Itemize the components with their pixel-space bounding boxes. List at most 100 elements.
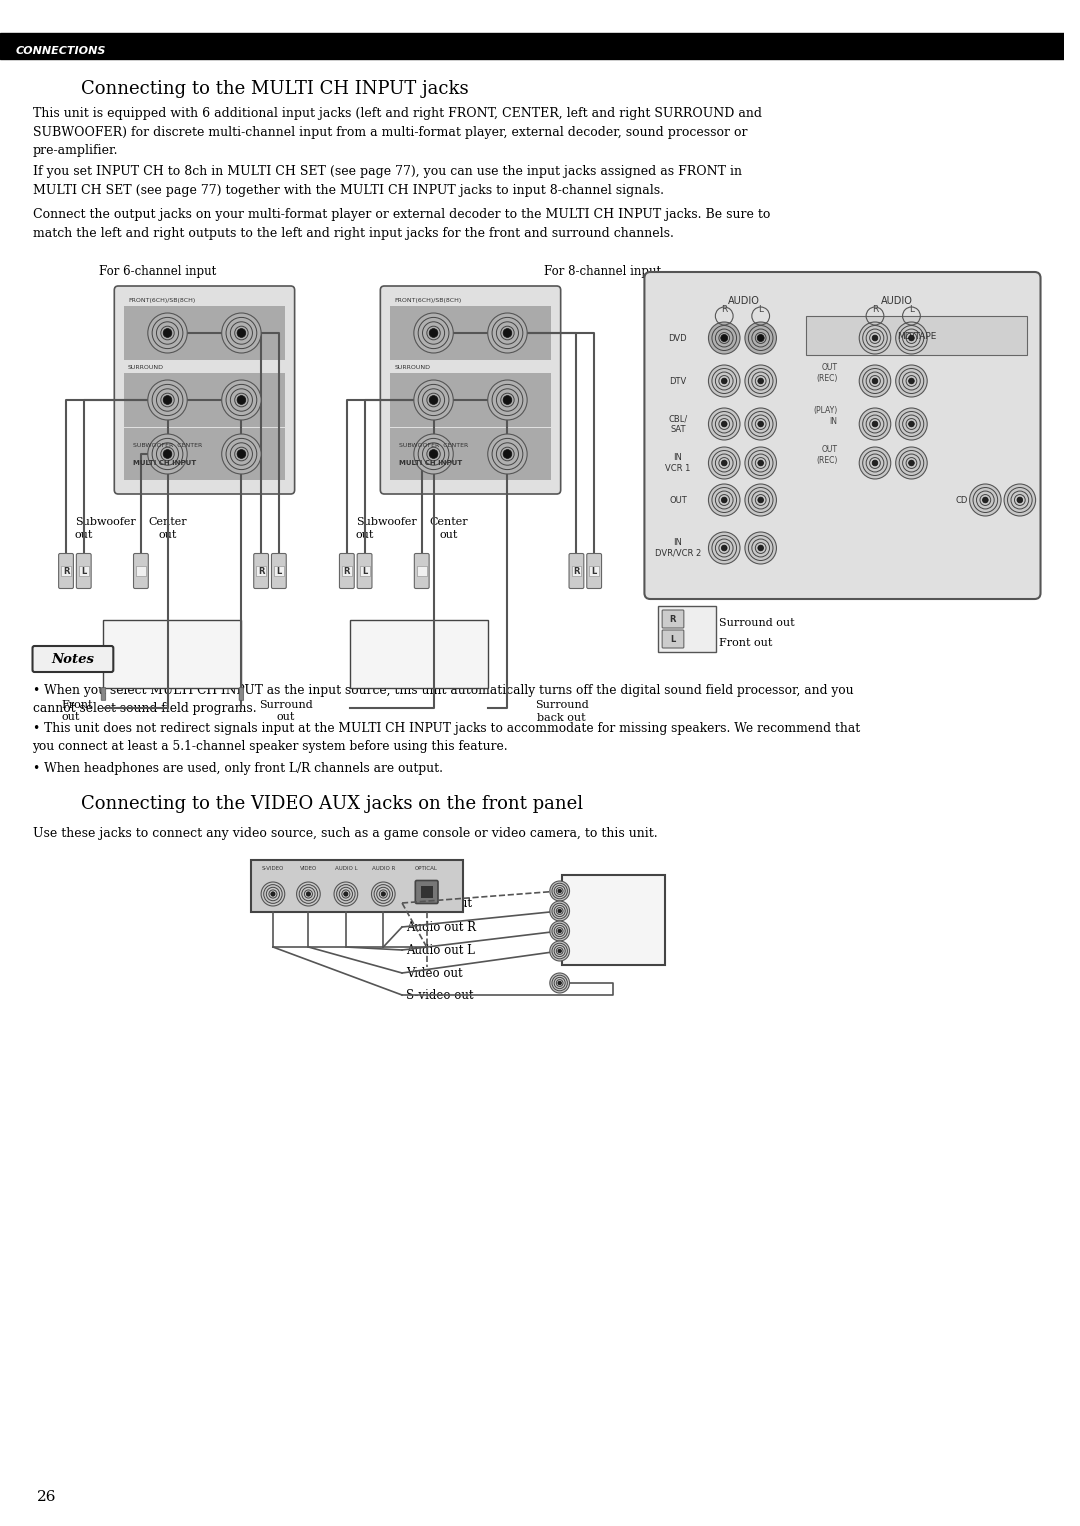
FancyBboxPatch shape	[77, 554, 91, 589]
Text: L: L	[592, 566, 597, 575]
Bar	[571, 566, 581, 575]
Circle shape	[558, 890, 562, 893]
Text: Use these jacks to connect any video source, such as a game console or video cam: Use these jacks to connect any video sou…	[32, 827, 657, 839]
Text: CD: CD	[956, 496, 968, 505]
Text: Game
console or
video camera: Game console or video camera	[572, 896, 653, 945]
Text: Video out: Video out	[406, 966, 462, 980]
Circle shape	[558, 909, 562, 913]
Circle shape	[908, 378, 915, 385]
Circle shape	[708, 407, 740, 439]
FancyBboxPatch shape	[252, 861, 463, 913]
Text: Center
out: Center out	[148, 517, 187, 540]
Circle shape	[758, 461, 764, 465]
Circle shape	[372, 882, 395, 906]
Text: FRONT(6CH)/SB(8CH): FRONT(6CH)/SB(8CH)	[129, 298, 195, 304]
Circle shape	[1004, 484, 1036, 516]
FancyBboxPatch shape	[380, 285, 561, 494]
Text: R: R	[573, 566, 580, 575]
Circle shape	[758, 545, 764, 551]
Text: This unit is equipped with 6 additional input jacks (left and right FRONT, CENTE: This unit is equipped with 6 additional …	[32, 107, 761, 157]
Circle shape	[860, 447, 891, 479]
Circle shape	[873, 461, 878, 465]
Circle shape	[238, 328, 246, 337]
Text: Surround out: Surround out	[719, 618, 795, 629]
Text: AUDIO R: AUDIO R	[372, 865, 395, 871]
Circle shape	[745, 365, 777, 397]
Circle shape	[550, 900, 569, 922]
Circle shape	[238, 395, 246, 404]
Text: CONNECTIONS: CONNECTIONS	[16, 46, 106, 56]
Text: Front
out: Front out	[62, 700, 93, 722]
Text: SURROUND: SURROUND	[394, 365, 430, 369]
Text: R: R	[343, 566, 350, 575]
Circle shape	[503, 395, 512, 404]
Text: Notes: Notes	[52, 653, 94, 665]
FancyBboxPatch shape	[415, 554, 429, 589]
Circle shape	[721, 545, 727, 551]
Circle shape	[221, 313, 261, 353]
FancyBboxPatch shape	[254, 554, 269, 589]
Circle shape	[261, 882, 285, 906]
Bar	[421, 887, 433, 897]
Circle shape	[708, 533, 740, 565]
Bar	[342, 566, 352, 575]
Circle shape	[895, 322, 928, 354]
Circle shape	[148, 380, 187, 420]
Text: SUBWOOFER  CENTER: SUBWOOFER CENTER	[133, 443, 202, 449]
Text: OUT: OUT	[669, 496, 687, 505]
Text: S-VIDEO: S-VIDEO	[261, 865, 284, 871]
Text: MD/TAPE: MD/TAPE	[896, 331, 936, 340]
Circle shape	[550, 974, 569, 993]
Text: For 6-channel input: For 6-channel input	[99, 266, 216, 278]
FancyBboxPatch shape	[662, 630, 684, 649]
Text: AUDIO L: AUDIO L	[335, 865, 357, 871]
Bar	[0, 34, 1064, 60]
Text: SUBWOOFER  CENTER: SUBWOOFER CENTER	[400, 443, 469, 449]
FancyBboxPatch shape	[339, 554, 354, 589]
Circle shape	[429, 450, 437, 458]
Circle shape	[758, 378, 764, 385]
Circle shape	[708, 365, 740, 397]
Bar	[256, 566, 266, 575]
Circle shape	[708, 447, 740, 479]
Text: Audio out R: Audio out R	[406, 920, 476, 934]
Bar	[417, 566, 427, 575]
FancyBboxPatch shape	[271, 554, 286, 589]
Circle shape	[334, 882, 357, 906]
Circle shape	[148, 313, 187, 353]
Circle shape	[860, 322, 891, 354]
Circle shape	[148, 433, 187, 475]
Circle shape	[860, 365, 891, 397]
Text: Connecting to the VIDEO AUX jacks on the front panel: Connecting to the VIDEO AUX jacks on the…	[81, 795, 583, 813]
FancyBboxPatch shape	[658, 606, 716, 652]
Text: VIDEO: VIDEO	[300, 865, 318, 871]
Circle shape	[873, 421, 878, 427]
Circle shape	[343, 891, 348, 896]
Circle shape	[758, 421, 764, 427]
FancyBboxPatch shape	[114, 285, 295, 494]
Circle shape	[558, 981, 562, 984]
Circle shape	[873, 336, 878, 340]
Circle shape	[708, 322, 740, 354]
FancyBboxPatch shape	[58, 554, 73, 589]
Circle shape	[488, 313, 527, 353]
Text: • When headphones are used, only front L/R channels are output.: • When headphones are used, only front L…	[32, 761, 443, 775]
Text: IN
DVR/VCR 2: IN DVR/VCR 2	[654, 539, 701, 557]
Text: R: R	[670, 615, 676, 624]
FancyBboxPatch shape	[645, 272, 1040, 600]
Circle shape	[758, 497, 764, 504]
Text: DVD: DVD	[669, 334, 687, 342]
Circle shape	[558, 929, 562, 932]
Circle shape	[238, 450, 246, 458]
Text: • When you select MULTI CH INPUT as the input source, this unit automatically tu: • When you select MULTI CH INPUT as the …	[32, 684, 853, 716]
Text: MULTI CH INPUT: MULTI CH INPUT	[400, 459, 462, 465]
Text: R: R	[63, 566, 69, 575]
FancyBboxPatch shape	[102, 688, 106, 700]
FancyBboxPatch shape	[569, 554, 584, 589]
Circle shape	[488, 433, 527, 475]
FancyBboxPatch shape	[104, 620, 242, 688]
Text: Multi-format player/
External decoder: Multi-format player/ External decoder	[362, 636, 476, 661]
Text: L: L	[909, 305, 914, 314]
Circle shape	[381, 891, 386, 896]
Text: L: L	[276, 566, 282, 575]
